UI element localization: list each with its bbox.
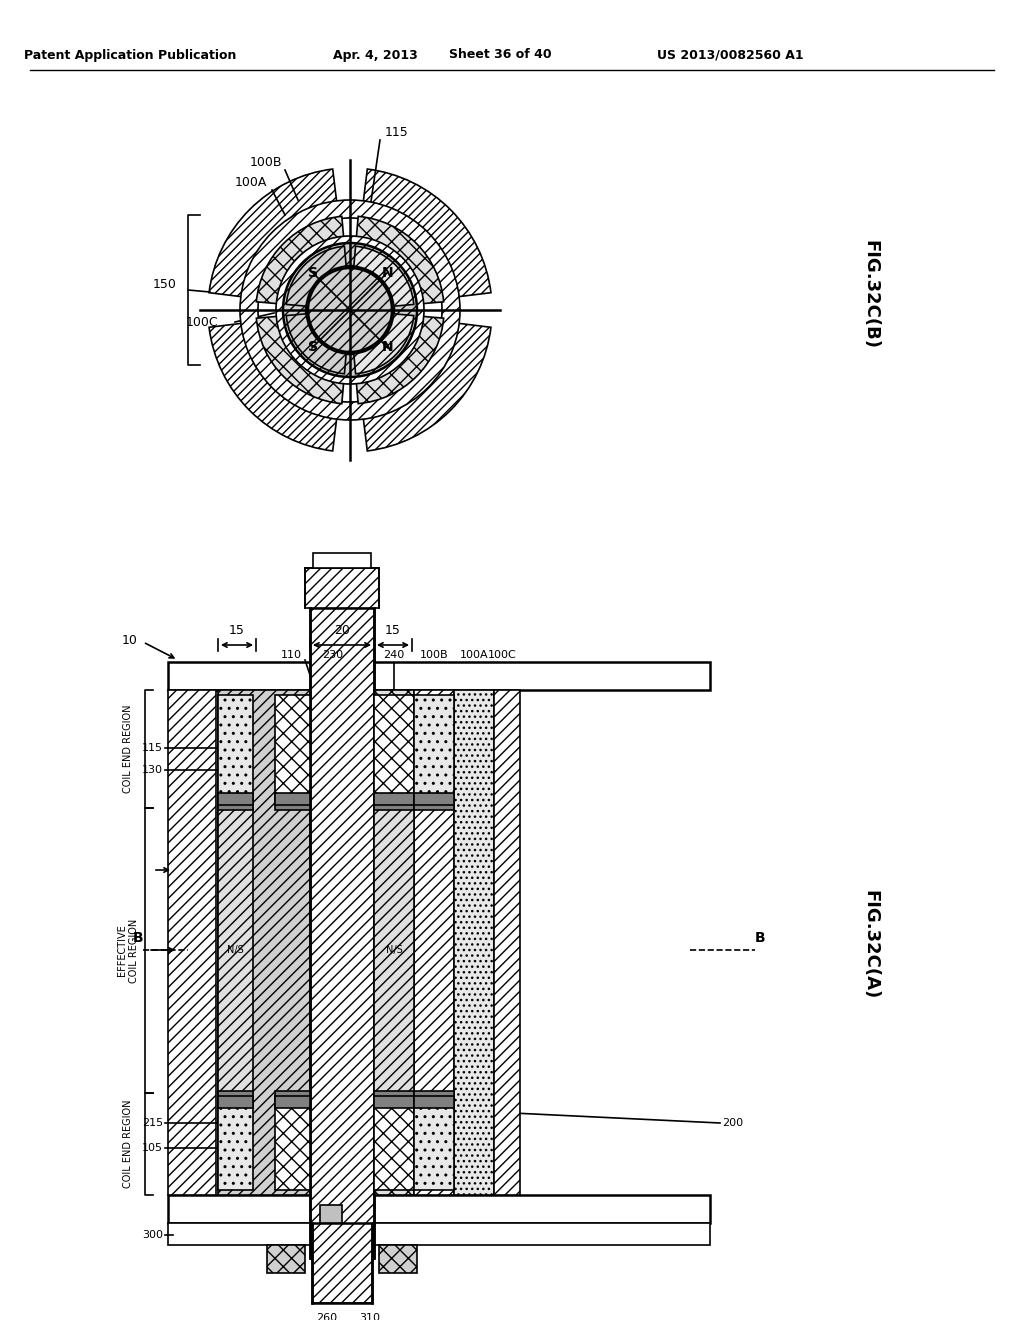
Text: B: B [133,931,143,945]
Wedge shape [256,317,344,404]
Bar [168,1195,710,1224]
Text: Sheet 36 of 40: Sheet 36 of 40 [449,49,551,62]
Bar [218,1098,253,1191]
Text: 215: 215 [142,1118,163,1129]
Wedge shape [354,314,414,374]
Bar [168,1224,710,1245]
Bar [374,793,414,805]
Wedge shape [209,323,337,451]
Bar [319,1205,342,1224]
Wedge shape [354,247,414,306]
Wedge shape [356,216,443,304]
Text: Patent Application Publication: Patent Application Publication [24,49,237,62]
Text: 100C: 100C [185,315,218,329]
Bar [218,1096,253,1107]
Text: 240: 240 [383,649,404,660]
Bar [379,1245,417,1272]
Wedge shape [287,314,346,374]
Bar [275,799,310,810]
Bar [374,1092,414,1104]
Bar [218,690,310,1195]
Text: 115: 115 [385,125,409,139]
Text: 100B: 100B [250,156,283,169]
Wedge shape [256,216,344,304]
Bar [275,793,310,805]
Wedge shape [283,243,417,378]
Text: COIL END REGION: COIL END REGION [123,705,133,793]
Bar [305,568,379,609]
Bar [374,808,414,1093]
Bar [310,609,374,1258]
Bar [275,1092,310,1104]
Text: 100A: 100A [234,176,267,189]
Text: N: N [382,265,393,280]
Bar [218,696,253,803]
Text: US 2013/0082560 A1: US 2013/0082560 A1 [656,49,803,62]
Bar [414,1096,454,1107]
Wedge shape [209,169,337,297]
Bar [374,1098,414,1191]
Wedge shape [240,201,460,420]
Wedge shape [276,236,424,384]
Bar [414,799,454,810]
Bar [275,696,310,803]
Text: 100C: 100C [487,649,516,660]
Bar [454,690,494,1195]
Bar [494,690,520,1195]
Text: S: S [307,265,317,280]
Bar [374,799,414,810]
Text: 310: 310 [359,1313,381,1320]
Text: 10: 10 [122,634,138,647]
Bar [374,1096,414,1107]
Bar [218,799,253,810]
Bar [312,1224,372,1303]
Bar [414,690,454,1195]
Text: Apr. 4, 2013: Apr. 4, 2013 [333,49,418,62]
Text: 130: 130 [142,766,163,775]
Text: EFFECTIVE
COIL REGION: EFFECTIVE COIL REGION [117,919,139,982]
Bar [313,553,371,568]
Text: 260: 260 [316,1313,338,1320]
Bar [414,1092,454,1104]
Text: 300: 300 [142,1230,163,1239]
Bar [267,1245,305,1272]
Bar [414,793,454,805]
Text: FIG.32C(B): FIG.32C(B) [861,240,879,350]
Text: 200: 200 [722,1118,743,1129]
Bar [168,690,216,1195]
Text: 105: 105 [142,1143,163,1152]
Text: 100B: 100B [420,649,449,660]
Text: 15: 15 [385,624,401,638]
Wedge shape [356,317,443,404]
Text: 100A: 100A [460,649,488,660]
Bar [414,1098,454,1191]
Wedge shape [364,323,490,451]
Wedge shape [364,169,490,297]
Text: 115: 115 [142,743,163,752]
Text: 110: 110 [281,649,302,660]
Text: S: S [307,341,317,355]
Bar [374,696,414,803]
Text: N/S: N/S [227,945,244,956]
Text: 150: 150 [153,279,177,292]
Bar [414,696,454,803]
Text: COIL END REGION: COIL END REGION [123,1100,133,1188]
Bar [168,663,710,690]
Text: 20: 20 [334,624,350,638]
Bar [218,793,253,805]
Text: N: N [382,341,393,355]
Wedge shape [287,247,346,306]
Text: B: B [755,931,765,945]
Text: 15: 15 [229,624,245,638]
Text: FIG.32C(A): FIG.32C(A) [861,891,879,999]
Text: N/S: N/S [386,945,402,956]
Bar [218,808,253,1093]
Bar [275,1098,310,1191]
Bar [275,1096,310,1107]
Text: 230: 230 [322,649,343,660]
Circle shape [308,268,392,352]
Bar [218,1092,253,1104]
Bar [374,690,414,1195]
